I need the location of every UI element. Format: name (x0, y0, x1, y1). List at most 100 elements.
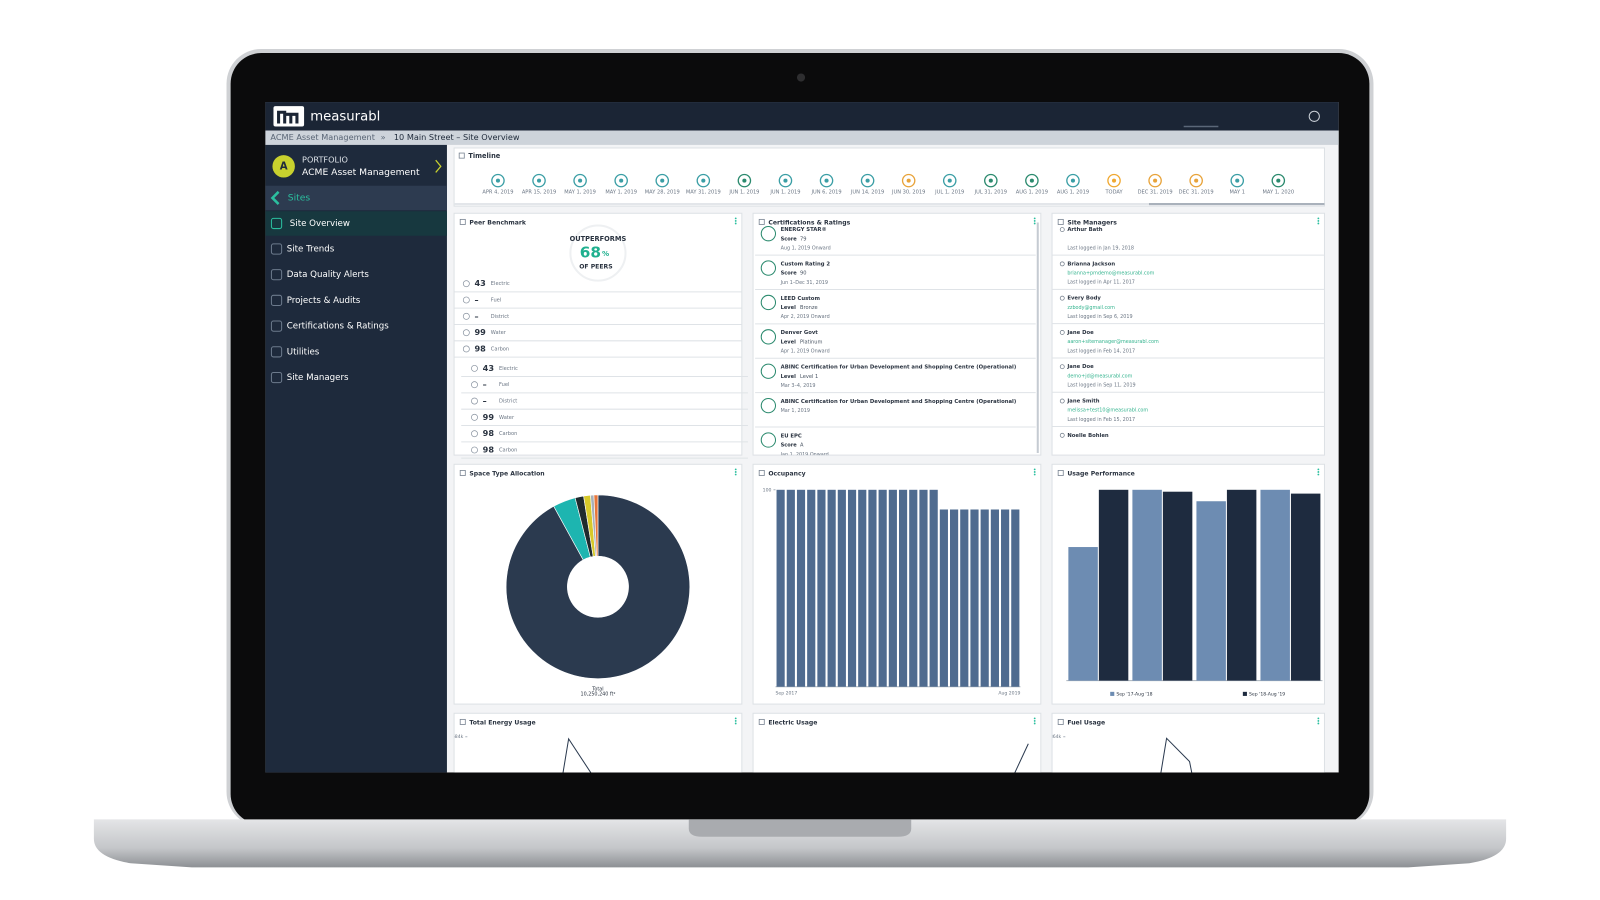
sites-row[interactable] (265, 185, 447, 211)
widget-menu-dot[interactable] (734, 717, 737, 720)
score-icon (462, 345, 470, 353)
nav-item[interactable]: Projects & Audits (287, 296, 361, 306)
widget-menu-dot[interactable] (1317, 217, 1320, 220)
widget-menu-dot[interactable] (734, 722, 737, 725)
widget-menu-dot[interactable] (1033, 222, 1036, 225)
score-label: Carbon (491, 346, 509, 352)
nav-item[interactable]: Site Trends (287, 244, 335, 254)
person-icon (1059, 432, 1065, 438)
bar (837, 489, 846, 687)
timeline-date: AUG 1, 2019 (1057, 189, 1089, 195)
widget-icon (758, 718, 765, 725)
timeline-date: JUL 1, 2019 (934, 189, 964, 195)
bar (858, 489, 867, 687)
timeline-event-core (536, 178, 542, 183)
widget-menu-dot[interactable] (1033, 471, 1036, 473)
timeline-date: DEC 31, 2019 (1179, 189, 1214, 195)
user-menu[interactable] (1308, 110, 1320, 122)
bar (919, 489, 928, 687)
portfolio-name[interactable]: ACME Asset Management (302, 167, 420, 178)
back-chevron[interactable] (270, 190, 280, 205)
person-icon (1059, 330, 1065, 335)
bar (1260, 489, 1290, 681)
score-value: 99 (474, 327, 486, 337)
timeline-event-core (947, 178, 952, 183)
manager-email[interactable]: melissa+test10@measurabl.com (1067, 408, 1148, 414)
nav-item[interactable]: Certifications & Ratings (287, 322, 389, 332)
widget-menu-dot[interactable] (1033, 720, 1036, 722)
widget-menu-dot[interactable] (1317, 220, 1320, 222)
nav-icon (270, 217, 283, 230)
bar (990, 509, 999, 687)
manager-last-login: Last logged in Sep 11, 2019 (1067, 383, 1135, 389)
widget-menu-dot[interactable] (1317, 720, 1320, 722)
portfolio-chevron[interactable] (435, 159, 442, 173)
manager-email[interactable]: brianna+pmdemo@measurabl.com (1067, 271, 1154, 277)
avatar-letter: A (280, 161, 288, 172)
pie-total-label: Total (591, 686, 603, 692)
widget-menu-dot[interactable] (734, 471, 737, 473)
nav-icon (270, 243, 283, 255)
manager-email[interactable]: aaron+sitemanager@measurabl.com (1067, 339, 1159, 345)
score-label: Electric (491, 281, 510, 287)
widget-menu-dot[interactable] (1317, 222, 1320, 225)
widget-menu-dot[interactable] (734, 222, 737, 225)
nav-icon (270, 269, 283, 281)
widget-menu-dot[interactable] (1317, 717, 1320, 720)
timeline-icon (458, 152, 465, 159)
nav-item[interactable]: Site Managers (287, 373, 349, 383)
widget-menu-dot[interactable] (734, 720, 737, 722)
timeline-event-core (906, 178, 911, 183)
line-series (562, 737, 592, 773)
timeline-date: MAY 31, 2019 (686, 189, 721, 195)
timeline-event-core (742, 178, 747, 183)
score-value: 98 (483, 428, 495, 438)
widget-card (453, 212, 743, 456)
bar (980, 509, 989, 687)
widget-menu-dot[interactable] (1033, 468, 1036, 471)
pie-slice (505, 494, 691, 679)
cert-detail: 90 (800, 271, 806, 277)
nav-item[interactable]: Data Quality Alerts (287, 270, 370, 280)
score-icon (471, 430, 478, 438)
widget-menu-dot[interactable] (734, 220, 737, 222)
manager-email[interactable]: zzbody@gmail.com (1067, 305, 1115, 311)
widget-menu-dot[interactable] (1033, 717, 1036, 720)
manager-email[interactable]: demo+jd@measurabl.com (1067, 373, 1132, 379)
bar (847, 489, 857, 687)
widget-menu-dot[interactable] (1033, 220, 1036, 222)
cert-period: Mar 3–4, 2019 (781, 383, 816, 389)
widget-menu-dot[interactable] (734, 473, 737, 476)
cert-detail-label: Score (781, 236, 798, 242)
person-icon (1059, 227, 1065, 232)
benchmark-caption: OF PEERS (579, 263, 612, 270)
score-label: District (491, 314, 509, 320)
sites-back[interactable]: Sites (288, 192, 311, 203)
widget-menu-dot[interactable] (1317, 722, 1320, 725)
timeline-event-core (1276, 178, 1281, 183)
widget-title: Occupancy (768, 470, 805, 477)
widget-menu-dot[interactable] (734, 468, 737, 471)
manager-name: Jane Doe (1066, 364, 1094, 370)
cert-detail: Platinum (800, 339, 822, 345)
widget-menu-dot[interactable] (1033, 473, 1036, 476)
widget-content: Fuel Usage 364k (1052, 717, 1320, 773)
breadcrumb-parent[interactable]: ACME Asset Management (270, 132, 375, 142)
timeline-title: Timeline (468, 152, 500, 160)
widget-menu-dot[interactable] (1317, 471, 1320, 473)
timeline-card (453, 147, 1325, 207)
nav-item[interactable]: Site Overview (290, 219, 350, 229)
bar (1001, 509, 1010, 687)
timeline-date: APR 4, 2019 (482, 189, 513, 195)
widget-menu-dot[interactable] (1033, 217, 1036, 220)
widget-menu-dot[interactable] (1317, 468, 1320, 471)
widget-menu-dot[interactable] (1317, 473, 1320, 476)
widget-menu-dot[interactable] (734, 217, 737, 220)
legend-label: Sep '17-Aug '18 (1116, 691, 1152, 697)
widget-menu-dot[interactable] (1033, 722, 1036, 725)
benchmark-score: 68 (580, 244, 601, 262)
bar (909, 489, 918, 687)
nav-item[interactable]: Utilities (287, 347, 320, 357)
x-tick-label: Sep 2017 (776, 690, 798, 696)
cert-name: EU EPC (781, 433, 802, 439)
